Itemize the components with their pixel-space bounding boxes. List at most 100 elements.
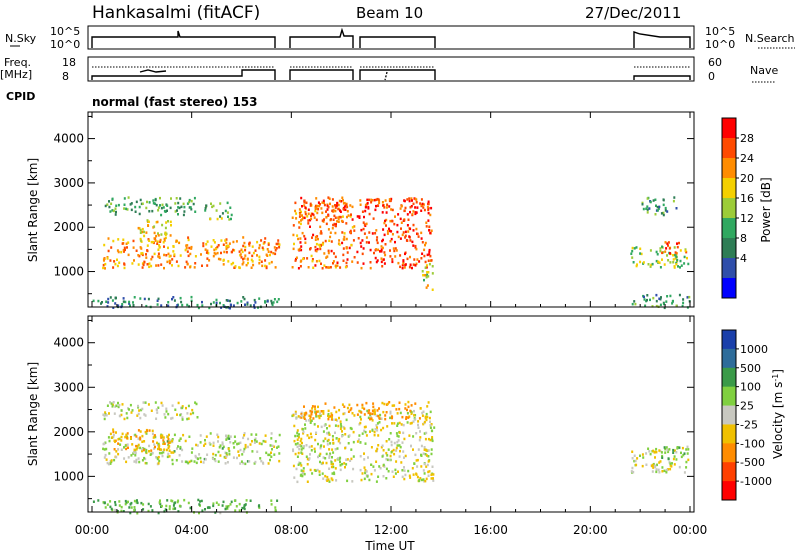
velocity-cell — [297, 451, 300, 455]
velocity-cell — [305, 411, 308, 415]
velocity-cell — [344, 433, 347, 436]
power-cell — [300, 259, 303, 262]
power-cell — [140, 247, 143, 250]
velocity-cell — [113, 412, 116, 415]
power-cell — [430, 259, 433, 262]
power-cell — [650, 263, 653, 267]
power-cell — [359, 203, 362, 206]
velocity-cell — [225, 436, 228, 440]
velocity-cell — [390, 440, 393, 444]
power-cell — [431, 272, 434, 275]
power-cell — [426, 253, 429, 257]
power-cell — [225, 251, 228, 254]
power-cell — [226, 201, 229, 205]
power-cell — [347, 214, 350, 217]
power-cell — [222, 263, 225, 266]
power-cell — [366, 202, 369, 205]
velocity-cell — [302, 446, 305, 450]
velocity-cell — [361, 406, 364, 409]
power-cell — [342, 253, 345, 257]
power-cell — [105, 300, 108, 303]
colorbar-swatch — [722, 258, 736, 279]
power-cell — [371, 199, 374, 202]
power-cell — [188, 200, 191, 204]
power-cell — [380, 260, 383, 264]
velocity-cell — [348, 434, 351, 437]
velocity-cell — [244, 462, 247, 466]
velocity-cell — [411, 467, 414, 470]
velocity-cell — [415, 459, 418, 462]
power-cell — [418, 260, 421, 263]
velocity-cell — [306, 463, 309, 466]
power-cell — [427, 259, 430, 262]
velocity-cell — [199, 441, 202, 444]
power-cell — [185, 247, 188, 250]
power-cell — [675, 252, 678, 255]
velocity-cell — [267, 453, 270, 457]
velocity-cell — [167, 437, 170, 441]
velocity-cell — [160, 401, 163, 405]
velocity-cell — [333, 472, 336, 476]
velocity-cell — [327, 413, 330, 416]
power-cell — [217, 244, 220, 247]
velocity-cell — [306, 457, 309, 461]
power-cell — [156, 303, 159, 306]
power-cell — [253, 298, 256, 302]
velocity-cell — [331, 456, 333, 459]
power-cell — [359, 199, 362, 202]
velocity-cell — [319, 446, 322, 450]
velocity-cell — [424, 415, 427, 419]
power-cell — [681, 304, 684, 308]
colorbar-swatch — [722, 218, 736, 239]
velocity-cell — [251, 440, 253, 443]
power-cell — [404, 206, 407, 210]
power-cell — [204, 209, 207, 212]
power-cell — [140, 252, 143, 255]
velocity-cell — [295, 467, 298, 471]
velocity-cell — [683, 471, 686, 474]
power-cell — [228, 218, 231, 221]
velocity-cell — [102, 413, 105, 416]
velocity-cell — [395, 446, 398, 450]
velocity-cell — [398, 407, 401, 411]
velocity-cell — [114, 508, 117, 512]
power-cell — [206, 249, 209, 252]
power-cell — [194, 255, 197, 258]
velocity-cell — [233, 435, 236, 438]
power-cell — [339, 209, 341, 212]
cpid-label: CPID — [6, 90, 35, 103]
power-cell — [245, 263, 248, 267]
velocity-cell — [387, 470, 390, 473]
velocity-cell — [258, 442, 261, 445]
velocity-cell — [202, 461, 205, 464]
power-cell — [658, 205, 661, 209]
power-cell — [331, 227, 334, 230]
velocity-cell — [219, 454, 222, 457]
power-cell — [277, 242, 280, 245]
velocity-cell — [376, 426, 378, 429]
power-cell — [659, 298, 662, 301]
power-cell — [306, 257, 309, 260]
power-cell — [318, 243, 321, 247]
power-cell — [260, 260, 263, 263]
velocity-cell — [197, 457, 199, 461]
velocity-cell — [104, 506, 107, 509]
velocity-cell — [214, 459, 217, 463]
power-cell — [122, 297, 125, 300]
colorbar-tick-label: 500 — [740, 362, 761, 375]
velocity-cell — [382, 426, 385, 430]
velocity-cell — [678, 465, 681, 469]
power-cell — [338, 239, 341, 242]
velocity-cell — [204, 439, 206, 442]
velocity-cell — [322, 456, 325, 459]
power-cell — [317, 201, 320, 204]
power-cell — [342, 202, 345, 205]
power-cell — [158, 244, 161, 247]
power-cell — [201, 300, 203, 304]
velocity-cell — [388, 458, 391, 462]
colorbar-tick-label: 100 — [740, 381, 761, 394]
velocity-cell — [217, 503, 220, 506]
velocity-cell — [182, 433, 185, 437]
power-cell — [120, 250, 123, 254]
power-cell — [428, 250, 431, 254]
